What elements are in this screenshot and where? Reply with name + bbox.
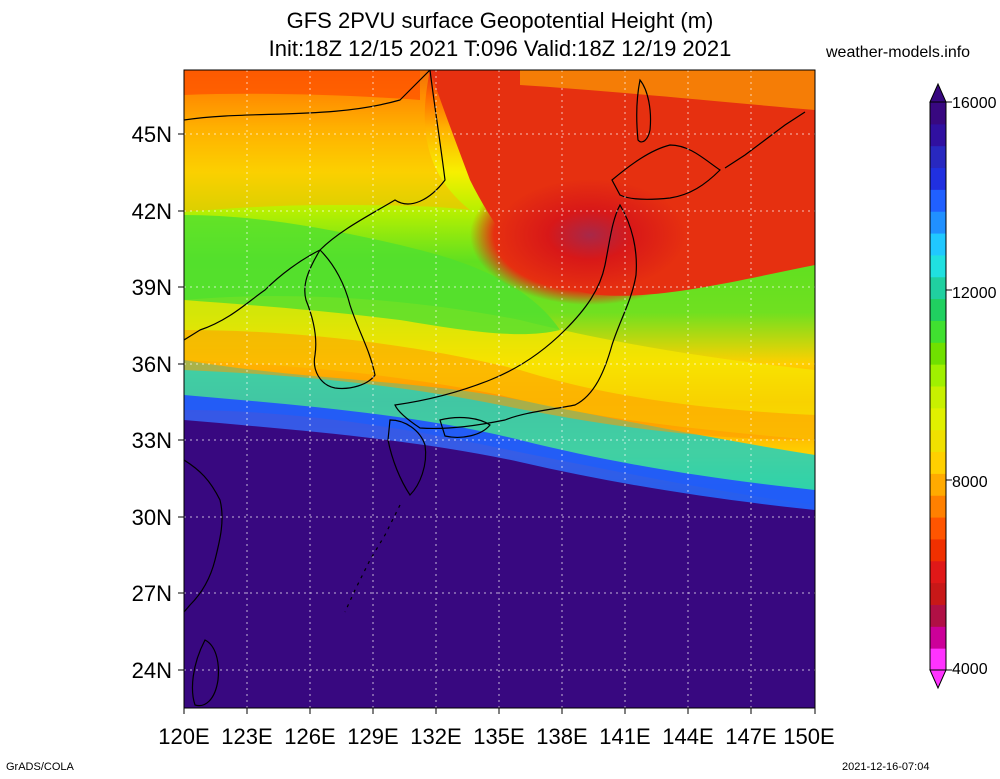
colorbar-swatch bbox=[930, 364, 946, 387]
x-tick-label: 120E bbox=[158, 724, 209, 749]
colorbar-frame bbox=[929, 101, 947, 671]
footer-timestamp: 2021-12-16-07:04 bbox=[842, 761, 930, 773]
axis-ticks bbox=[178, 133, 816, 714]
colorbar-swatch bbox=[930, 211, 946, 234]
colorbar-swatch bbox=[930, 189, 946, 212]
colorbar-swatch bbox=[930, 626, 946, 649]
x-tick-label: 150E bbox=[783, 724, 834, 749]
colorbar-swatch bbox=[930, 560, 946, 584]
chart-title: GFS 2PVU surface Geopotential Height (m) bbox=[286, 8, 714, 33]
x-tick-label: 126E bbox=[284, 724, 335, 749]
y-tick-label: 36N bbox=[132, 352, 172, 377]
colorbar-swatch bbox=[930, 429, 946, 453]
colorbar-swatch bbox=[930, 386, 946, 409]
colorbar-swatch bbox=[930, 233, 946, 256]
colorbar-max-arrow bbox=[929, 82, 947, 103]
y-tick-label: 39N bbox=[132, 275, 172, 300]
colorbar-label: 12000 bbox=[952, 285, 997, 302]
coastlines bbox=[184, 70, 806, 707]
colorbar-swatch bbox=[930, 254, 946, 278]
y-tick-label: 45N bbox=[132, 122, 172, 147]
y-tick-label: 27N bbox=[132, 581, 172, 606]
footer-credit: GrADS/COLA bbox=[6, 761, 74, 773]
colorbar-label: 8000 bbox=[952, 474, 988, 491]
colorbar-labels: 16000 12000 8000 4000 bbox=[952, 95, 997, 678]
x-tick-label: 144E bbox=[662, 724, 713, 749]
y-tick-label: 33N bbox=[132, 428, 172, 453]
y-tick-label: 24N bbox=[132, 658, 172, 683]
colorbar-swatch bbox=[930, 473, 946, 496]
colorbar-swatch bbox=[930, 342, 946, 365]
x-tick-label: 138E bbox=[536, 724, 587, 749]
colorbar-min-arrow bbox=[929, 669, 947, 690]
site-label: weather-models.info bbox=[826, 44, 971, 61]
x-tick-label: 147E bbox=[725, 724, 776, 749]
x-axis-labels: 120E 123E 126E 129E 132E 135E 138E 141E … bbox=[158, 724, 834, 749]
colorbar-swatch bbox=[930, 102, 946, 125]
colorbar-swatch bbox=[930, 495, 946, 518]
x-tick-label: 141E bbox=[599, 724, 650, 749]
x-tick-label: 123E bbox=[221, 724, 272, 749]
y-axis-labels: 45N 42N 39N 36N 33N 30N 27N 24N bbox=[132, 122, 172, 683]
colorbar-swatch bbox=[930, 123, 946, 147]
colorbar-swatch bbox=[930, 145, 946, 169]
x-tick-label: 132E bbox=[410, 724, 461, 749]
grid-lines bbox=[184, 70, 815, 708]
colorbar-swatch bbox=[930, 276, 946, 300]
colorbar-swatch bbox=[930, 167, 946, 190]
colorbar bbox=[929, 82, 952, 690]
colorbar-swatch bbox=[930, 582, 946, 605]
x-tick-label: 135E bbox=[473, 724, 524, 749]
x-tick-label: 129E bbox=[347, 724, 398, 749]
chart-subtitle: Init:18Z 12/15 2021 T:096 Valid:18Z 12/1… bbox=[268, 36, 732, 61]
colorbar-swatch bbox=[930, 298, 946, 321]
colorbar-swatch bbox=[930, 538, 946, 562]
colorbar-label: 16000 bbox=[952, 95, 997, 112]
colorbar-swatch bbox=[930, 517, 946, 540]
colorbar-swatch bbox=[930, 320, 946, 343]
y-tick-label: 42N bbox=[132, 199, 172, 224]
colorbar-swatch bbox=[930, 648, 946, 671]
y-tick-label: 30N bbox=[132, 505, 172, 530]
colorbar-swatch bbox=[930, 604, 946, 627]
colorbar-swatch bbox=[930, 407, 946, 431]
colorbar-swatch bbox=[930, 451, 946, 474]
colorbar-label: 4000 bbox=[952, 661, 988, 678]
